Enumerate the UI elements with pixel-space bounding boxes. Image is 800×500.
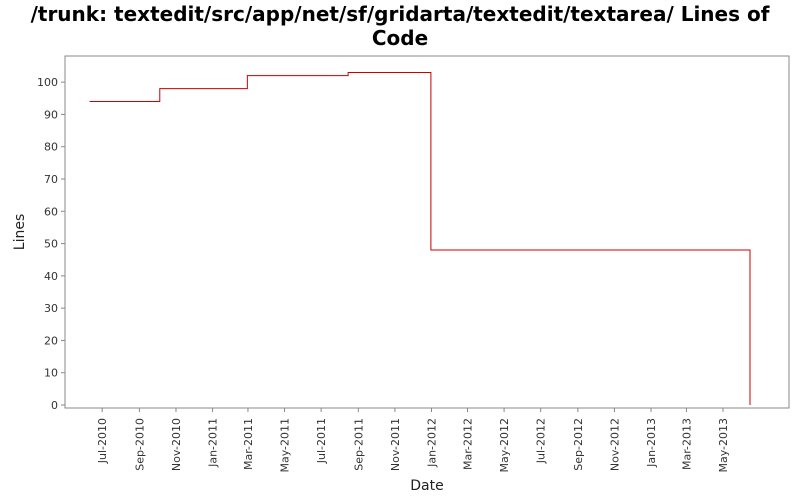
x-tick-label: Sep-2011 bbox=[352, 418, 365, 471]
x-tick-label: May-2011 bbox=[279, 418, 292, 473]
x-axis-label: Date bbox=[410, 478, 443, 494]
x-tick-label: Jul-2012 bbox=[535, 418, 548, 464]
x-tick-label: Nov-2012 bbox=[608, 418, 621, 471]
x-tick-label: Jul-2011 bbox=[315, 418, 328, 464]
y-tick-label: 20 bbox=[44, 334, 58, 347]
x-tick-label: Mar-2011 bbox=[242, 418, 255, 470]
y-tick-label: 80 bbox=[44, 141, 58, 154]
x-tick-label: Mar-2012 bbox=[461, 418, 474, 470]
y-axis-label: Lines bbox=[12, 214, 28, 250]
chart-title: /trunk: textedit/src/app/net/sf/gridarta… bbox=[30, 2, 770, 50]
x-tick-label: Jan-2012 bbox=[425, 418, 438, 468]
x-tick-label: Nov-2010 bbox=[170, 418, 183, 471]
series-line bbox=[89, 71, 751, 405]
series-layer bbox=[89, 71, 751, 405]
y-tick-label: 30 bbox=[44, 302, 58, 315]
x-tick-label: Sep-2012 bbox=[572, 418, 585, 471]
y-tick-label: 50 bbox=[44, 238, 58, 251]
y-tick-label: 100 bbox=[37, 76, 58, 89]
y-tick-label: 0 bbox=[51, 399, 58, 412]
x-tick-label: Jan-2011 bbox=[207, 418, 220, 468]
y-tick-label: 70 bbox=[44, 173, 58, 186]
x-tick-label: Nov-2011 bbox=[389, 418, 402, 471]
y-tick-label: 90 bbox=[44, 108, 58, 121]
y-tick-label: 60 bbox=[44, 205, 58, 218]
y-tick-label: 40 bbox=[44, 270, 58, 283]
x-tick-label: Jan-2013 bbox=[645, 418, 658, 468]
x-tick-label: May-2012 bbox=[498, 418, 511, 473]
x-tick-label: Jul-2010 bbox=[96, 418, 109, 464]
y-axis: 0 10 20 30 40 50 60 70 80 90 100 bbox=[37, 76, 65, 412]
plot-area bbox=[64, 55, 790, 409]
y-tick-label: 10 bbox=[44, 367, 58, 380]
x-axis: Jul-2010 Sep-2010 Nov-2010 Jan-2011 Mar-2011… bbox=[96, 408, 730, 473]
x-tick-label: Mar-2013 bbox=[680, 418, 693, 470]
x-tick-label: Sep-2010 bbox=[133, 418, 146, 471]
x-tick-label: May-2013 bbox=[717, 418, 730, 473]
